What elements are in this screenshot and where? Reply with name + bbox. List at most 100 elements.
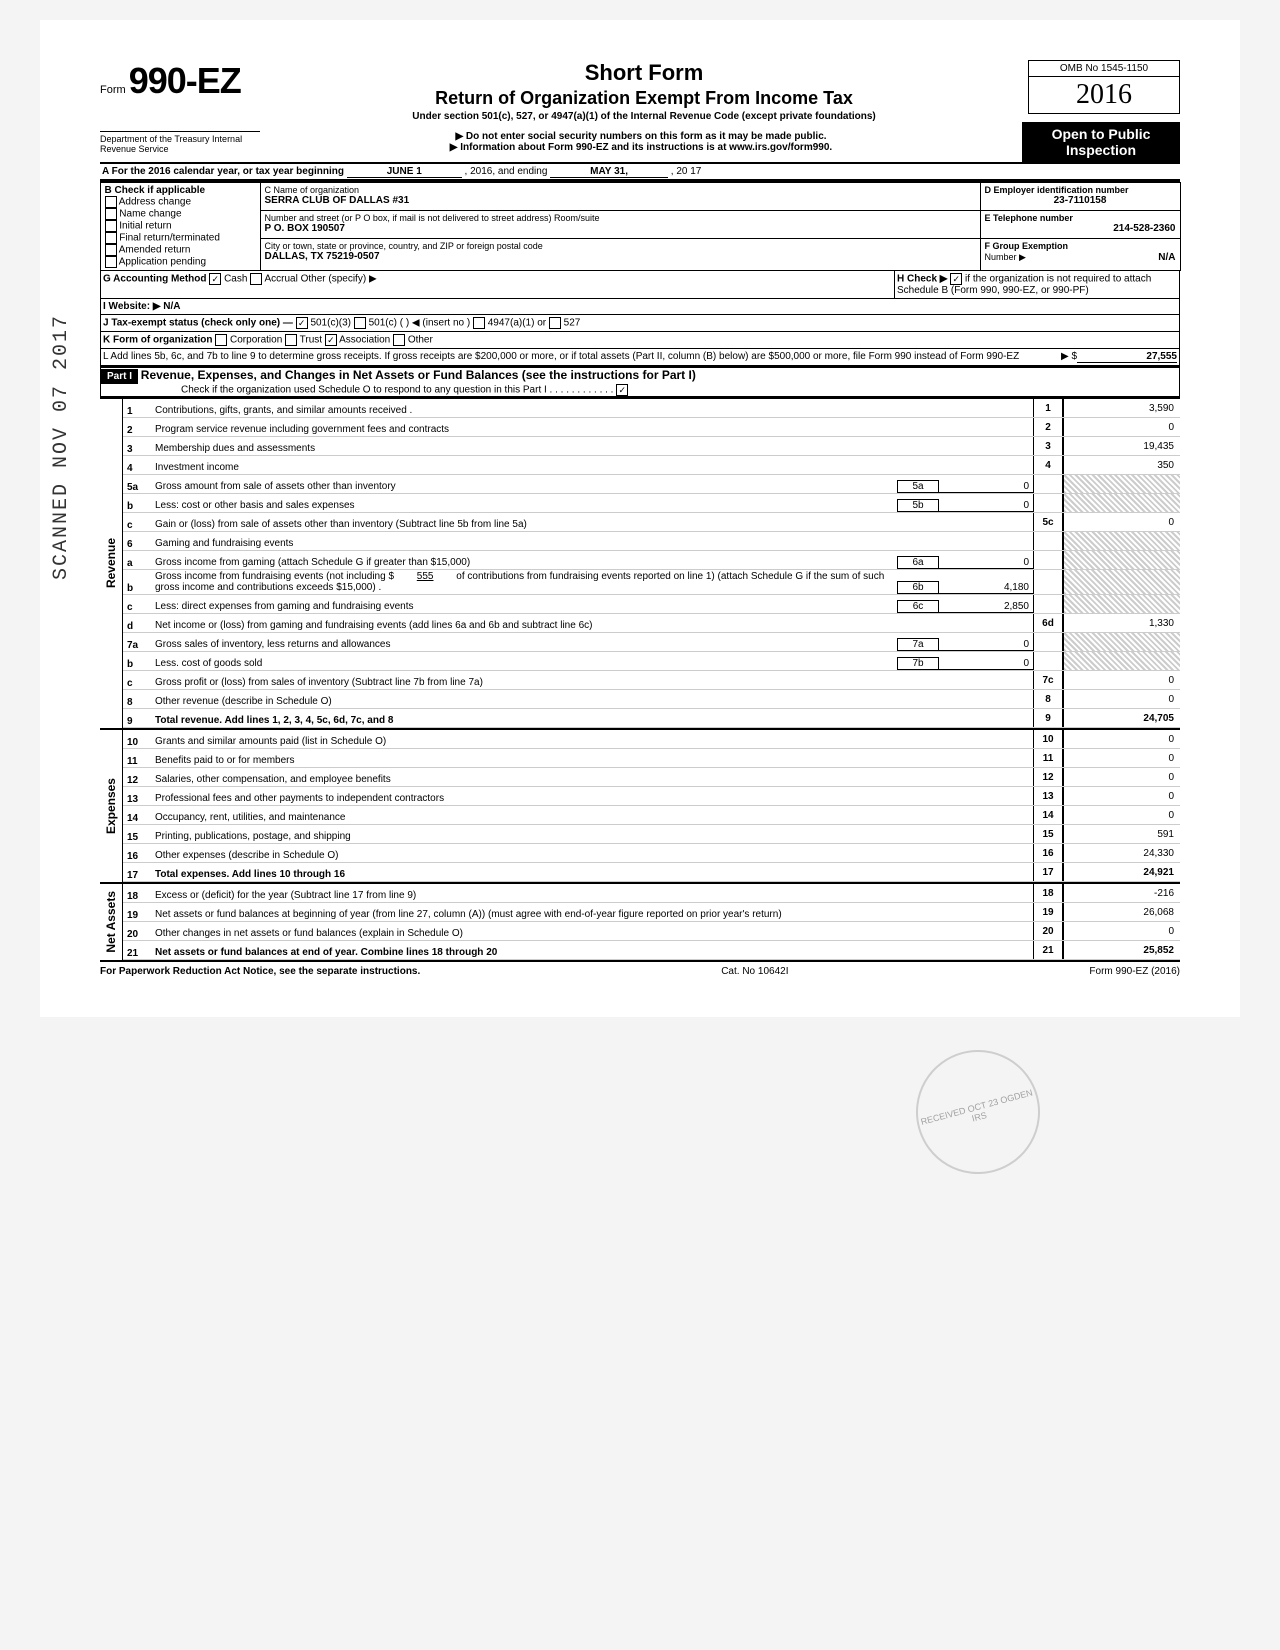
cb-initial[interactable] bbox=[105, 220, 117, 232]
line-num: c bbox=[123, 602, 151, 613]
line-desc: Salaries, other compensation, and employ… bbox=[151, 773, 1033, 786]
tax-year: 2016 bbox=[1029, 77, 1179, 113]
line-desc: Other changes in net assets or fund bala… bbox=[151, 927, 1033, 940]
netassets-section: Net Assets 18Excess or (deficit) for the… bbox=[100, 882, 1180, 962]
shaded-box bbox=[1033, 570, 1063, 594]
line-num: 18 bbox=[123, 891, 151, 902]
form-page: SCANNED NOV 07 2017 RECEIVED OCT 23 OGDE… bbox=[40, 20, 1240, 1017]
cb-final[interactable] bbox=[105, 232, 117, 244]
shaded-amt bbox=[1063, 551, 1180, 569]
cb-address[interactable] bbox=[105, 196, 117, 208]
line-num: a bbox=[123, 558, 151, 569]
line-b: bLess. cost of goods sold7b0 bbox=[123, 652, 1180, 671]
line-desc: Net income or (loss) from gaming and fun… bbox=[151, 619, 1033, 632]
cb-cash[interactable] bbox=[209, 273, 221, 285]
shaded-amt bbox=[1063, 570, 1180, 594]
page-footer: For Paperwork Reduction Act Notice, see … bbox=[100, 966, 1180, 977]
form-number-big: 990-EZ bbox=[129, 60, 241, 101]
box-number: 20 bbox=[1033, 922, 1063, 940]
line-7a: 7aGross sales of inventory, less returns… bbox=[123, 633, 1180, 652]
inner-amount: 0 bbox=[939, 639, 1033, 651]
line-amount: 0 bbox=[1063, 768, 1180, 786]
cb-501c[interactable] bbox=[354, 317, 366, 329]
cb-other[interactable] bbox=[393, 334, 405, 346]
line-num: 19 bbox=[123, 910, 151, 921]
line-desc: Net assets or fund balances at end of ye… bbox=[151, 946, 1033, 959]
open-to-public: Open to Public Inspection bbox=[1022, 122, 1180, 162]
k-corp: Corporation bbox=[230, 335, 282, 346]
line-amount: 0 bbox=[1063, 922, 1180, 940]
period-begin: JUNE 1 bbox=[347, 166, 462, 178]
period-end2: , 20 17 bbox=[671, 166, 702, 177]
line-amount: 0 bbox=[1063, 806, 1180, 824]
group-exempt-value: N/A bbox=[1158, 252, 1175, 263]
inner-box-num: 7a bbox=[897, 638, 939, 651]
line-d: dNet income or (loss) from gaming and fu… bbox=[123, 614, 1180, 633]
line-amount: 24,705 bbox=[1063, 709, 1180, 727]
irs-received-stamp: RECEIVED OCT 23 OGDEN IRS bbox=[902, 1036, 1054, 1188]
box-f-label: F Group Exemption bbox=[985, 241, 1069, 251]
box-f-label2: Number ▶ bbox=[985, 252, 1026, 262]
line-num: 20 bbox=[123, 929, 151, 940]
shaded-amt bbox=[1063, 532, 1180, 550]
line-desc: Occupancy, rent, utilities, and maintena… bbox=[151, 811, 1033, 824]
cb-label-initial: Initial return bbox=[119, 220, 171, 231]
line-6b: bGross income from fundraising events (n… bbox=[123, 570, 1180, 595]
accrual-label: Accrual bbox=[264, 274, 297, 285]
cb-amended[interactable] bbox=[105, 244, 117, 256]
box-b-header: B Check if applicable bbox=[105, 185, 256, 196]
line-4: 4Investment income4350 bbox=[123, 456, 1180, 475]
box-c-city: City or town, state or province, country… bbox=[260, 238, 981, 271]
line-desc: Membership dues and assessments bbox=[151, 442, 1033, 455]
line-desc: Contributions, gifts, grants, and simila… bbox=[151, 404, 1033, 417]
cb-trust[interactable] bbox=[285, 334, 297, 346]
box-number: 3 bbox=[1033, 437, 1063, 455]
cb-assoc[interactable] bbox=[325, 334, 337, 346]
info-block: Do not enter social security numbers on … bbox=[260, 131, 1022, 153]
line-desc: Gross income from fundraising events (no… bbox=[151, 570, 893, 594]
line-desc: Grants and similar amounts paid (list in… bbox=[151, 735, 1033, 748]
part1-label: Part I bbox=[101, 369, 138, 384]
line-num: 5a bbox=[123, 482, 151, 493]
cb-501c3[interactable] bbox=[296, 317, 308, 329]
box-number: 8 bbox=[1033, 690, 1063, 708]
netassets-label: Net Assets bbox=[104, 891, 118, 953]
revenue-label: Revenue bbox=[104, 538, 118, 588]
title-short-form: Short Form bbox=[260, 60, 1028, 86]
top-right-box: OMB No 1545-1150 2016 bbox=[1028, 60, 1180, 114]
cb-accrual[interactable] bbox=[250, 273, 262, 285]
cb-4947[interactable] bbox=[473, 317, 485, 329]
part1-check-text: Check if the organization used Schedule … bbox=[181, 385, 547, 396]
line-num: 13 bbox=[123, 794, 151, 805]
addr-label: Number and street (or P O box, if mail i… bbox=[265, 213, 976, 223]
org-name: SERRA CLUB OF DALLAS #31 bbox=[265, 195, 976, 206]
shaded-amt bbox=[1063, 633, 1180, 651]
cb-corp[interactable] bbox=[215, 334, 227, 346]
box-b: B Check if applicable Address change Nam… bbox=[100, 182, 261, 271]
line-desc: Program service revenue including govern… bbox=[151, 423, 1033, 436]
box-c-name: C Name of organization SERRA CLUB OF DAL… bbox=[260, 182, 981, 211]
box-number: 12 bbox=[1033, 768, 1063, 786]
line-num: 14 bbox=[123, 813, 151, 824]
cb-label-amended: Amended return bbox=[119, 244, 191, 255]
line-desc: Professional fees and other payments to … bbox=[151, 792, 1033, 805]
shaded-box bbox=[1033, 652, 1063, 670]
line-h-label: H Check ▶ bbox=[897, 274, 947, 285]
cb-pending[interactable] bbox=[105, 256, 117, 268]
line-num: 4 bbox=[123, 463, 151, 474]
cb-name[interactable] bbox=[105, 208, 117, 220]
box-c-label: C Name of organization bbox=[265, 185, 976, 195]
line-desc: Less: cost or other basis and sales expe… bbox=[151, 499, 893, 512]
cb-sched-b[interactable] bbox=[950, 273, 962, 285]
line-k: K Form of organization Corporation Trust… bbox=[100, 332, 1180, 349]
line-b: bLess: cost or other basis and sales exp… bbox=[123, 494, 1180, 513]
cb-sched-o[interactable] bbox=[616, 384, 628, 396]
cb-527[interactable] bbox=[549, 317, 561, 329]
line-desc: Gaming and fundraising events bbox=[151, 537, 1033, 550]
line-num: 3 bbox=[123, 444, 151, 455]
line-c: cGross profit or (loss) from sales of in… bbox=[123, 671, 1180, 690]
box-number: 5c bbox=[1033, 513, 1063, 531]
line-12: 12Salaries, other compensation, and empl… bbox=[123, 768, 1180, 787]
line-j-label: J Tax-exempt status (check only one) — bbox=[103, 318, 293, 329]
line-6: 6Gaming and fundraising events bbox=[123, 532, 1180, 551]
